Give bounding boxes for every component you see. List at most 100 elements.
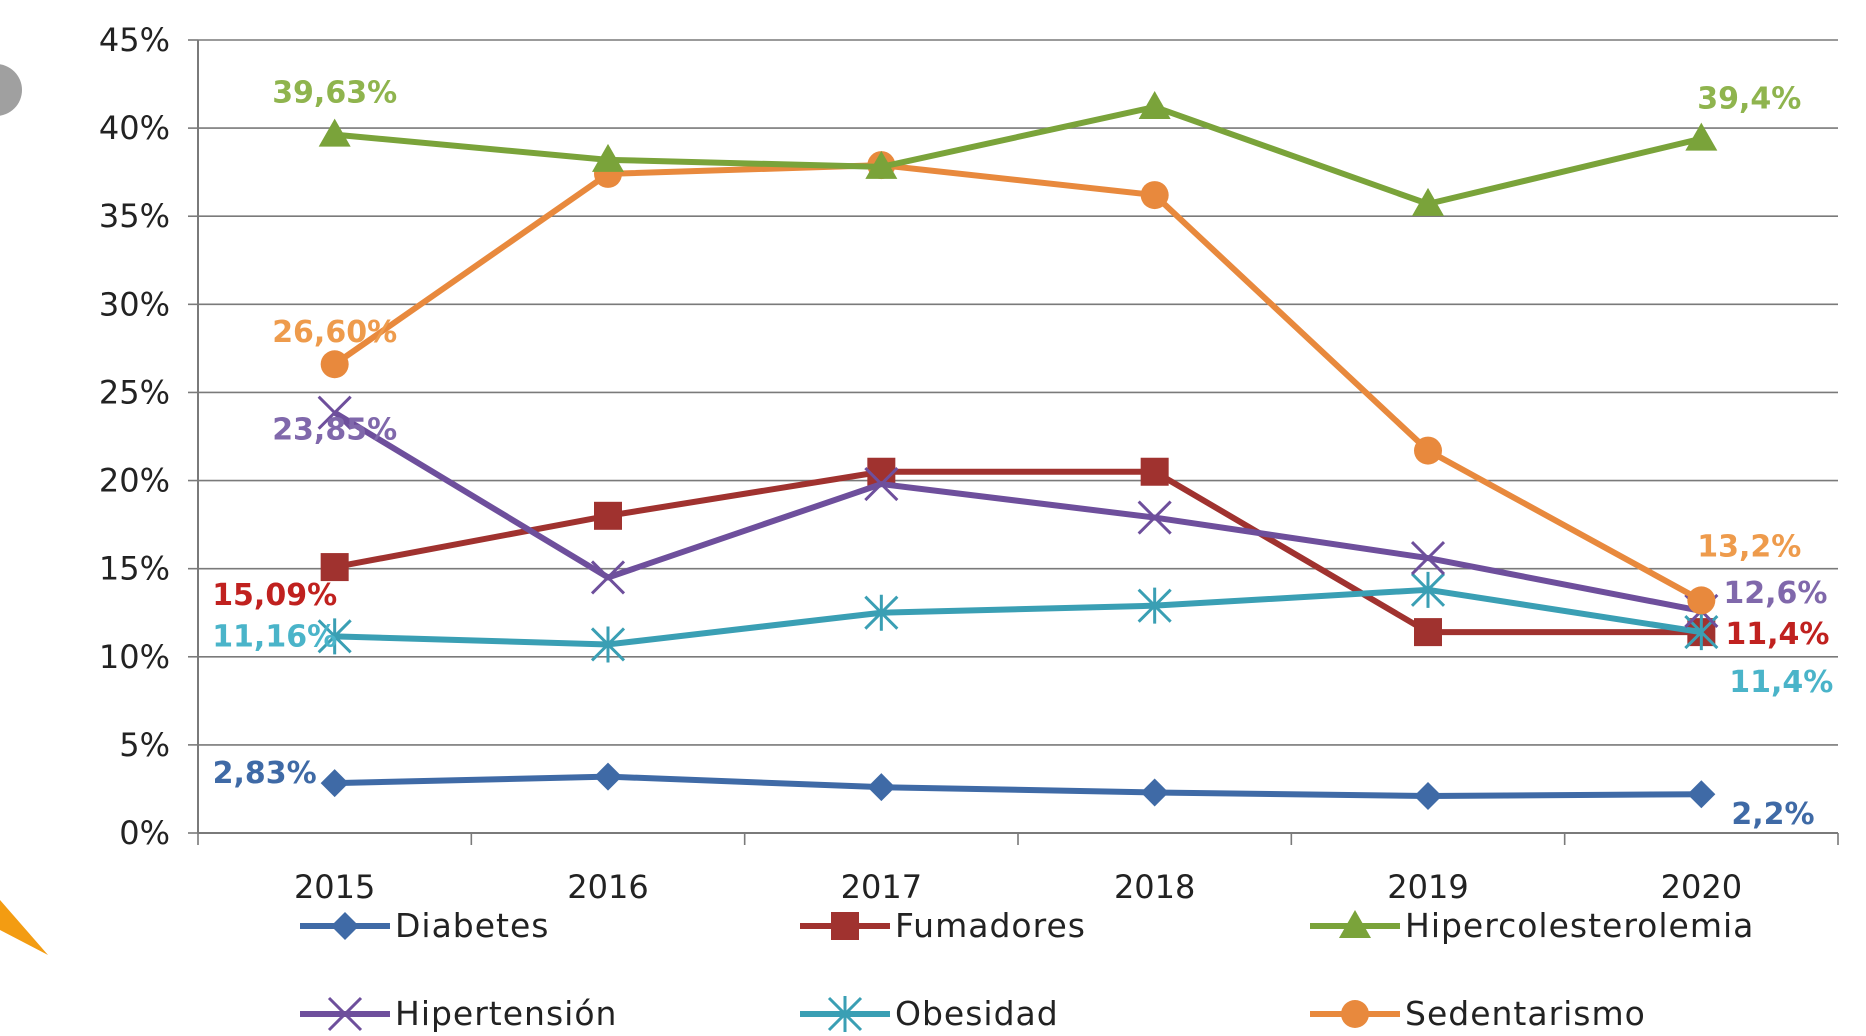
data-point [865,150,898,179]
legend-item: Fumadores [800,906,1086,945]
data-point [1687,780,1716,809]
x-tick-label: 2019 [1387,868,1468,906]
data-point [590,560,626,595]
x-tick-label: 2015 [294,868,375,906]
series-hipertensión [317,395,1719,629]
series-line [334,586,1702,648]
data-point [320,553,349,582]
series-sedentarismo [320,151,1716,615]
marker-stroke [590,560,626,595]
marker-stroke [590,626,626,663]
y-tick-label: 15% [99,550,170,588]
data-label: 15,09% [212,578,337,613]
series-hipercolesterolemia [318,90,1718,216]
data-point [1687,586,1716,615]
data-point [867,773,896,802]
legend: Diabetes Fumadores Hipercolesterolemia Hipe… [300,906,1754,1033]
data-point [1414,436,1442,465]
x-axis-group: 2015 2016 2017 2018 2019 2020 [197,833,1839,906]
data-label: 39,63% [272,76,397,111]
data-point [320,769,349,798]
data-point [317,618,352,655]
series-line [334,103,1703,207]
data-point [1140,778,1169,807]
data-point [1414,618,1442,647]
marker-stroke [1137,587,1172,624]
data-label: 26,60% [272,315,397,350]
data-label: 11,4% [1729,665,1833,700]
data-point [592,143,624,172]
data-point [594,762,622,791]
marker-stroke [864,594,899,631]
data-point [864,594,899,631]
legend-label: Diabetes [395,906,550,945]
data-label: 2,2% [1731,797,1814,832]
legend-item: Diabetes [300,906,550,945]
data-labels: 39,63% 39,4% 26,60% 13,2% 23,85% 12,6% 15,09% 1… [212,76,1833,833]
data-label: 13,2% [1697,529,1801,564]
data-point [867,457,896,486]
legend-item: Hipertensión [300,994,617,1033]
legend-marker [831,912,859,940]
legend-label: Hipercolesterolemia [1405,906,1754,945]
marker-stroke [317,395,352,430]
marker-stroke [1137,500,1172,535]
series-diabetes [320,762,1716,810]
legend-marker [327,996,363,1032]
data-label: 11,4% [1725,617,1829,652]
y-tick-label: 45% [99,21,170,59]
bullet-icon [0,64,22,116]
y-tick-label: 0% [119,814,170,852]
data-point [1138,90,1171,119]
marker-stroke [327,996,363,1032]
legend-marker [331,912,359,940]
legend-label: Fumadores [895,906,1086,945]
data-point [1685,122,1718,151]
data-point [1140,457,1169,486]
legend-item: Obesidad [800,994,1059,1033]
marker-stroke [864,467,899,502]
data-label: 12,6% [1723,576,1827,611]
data-label: 11,16% [212,619,337,654]
data-point [1410,541,1446,576]
y-tick-label: 30% [99,285,170,323]
marker-stroke [827,996,863,1032]
y-tick-label: 40% [99,109,170,147]
marker-stroke [1410,541,1446,576]
data-label: 23,85% [272,413,397,448]
legend-label: Sedentarismo [1405,994,1646,1032]
x-tick-label: 2016 [567,868,648,906]
y-tick-label: 25% [99,373,170,411]
marker-stroke [1410,571,1446,608]
legend-item: Hipercolesterolemia [1310,906,1754,945]
grid-group: 0% 5% 10% 15% 20% 25% 30% 35% 40% 45% [99,21,1838,852]
data-point [317,395,352,430]
data-point [594,501,622,530]
data-point [1137,500,1172,535]
x-tick-label: 2017 [841,868,922,906]
series-line [332,162,1703,604]
data-point [864,467,899,502]
series-line [333,410,1702,614]
series-fumadores [320,457,1716,647]
data-point [320,350,349,379]
data-point [1140,181,1169,210]
x-tick-label: 2020 [1661,868,1742,906]
data-point [1412,187,1444,216]
y-tick-label: 10% [99,638,170,676]
y-tick-label: 35% [99,197,170,235]
marker-stroke [317,618,352,655]
legend-label: Obesidad [895,994,1059,1032]
data-label: 39,4% [1697,82,1801,117]
legend-label: Hipertensión [395,994,617,1032]
x-tick-label: 2018 [1114,868,1195,906]
data-point [590,626,626,663]
legend-marker [827,996,863,1032]
legend-item: Sedentarismo [1310,994,1646,1033]
series-line [334,773,1702,799]
arrow-icon [0,900,48,955]
data-point [318,118,351,147]
data-point [1410,571,1446,608]
